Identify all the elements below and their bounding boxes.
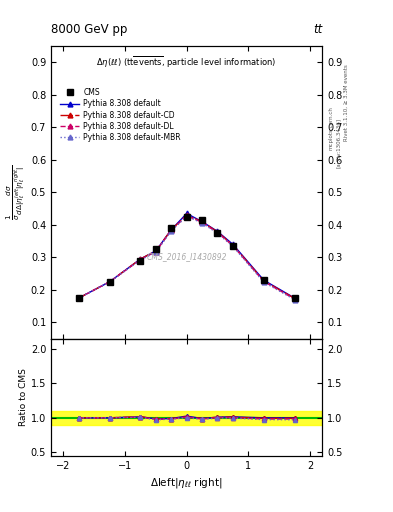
Text: CMS_2016_I1430892: CMS_2016_I1430892	[147, 252, 227, 261]
Text: $\Delta\eta(\ell\ell)$ (tt$\overline{\mathrm{events}}$, particle level informati: $\Delta\eta(\ell\ell)$ (tt$\overline{\ma…	[97, 55, 277, 70]
Text: mcplots.cern.ch: mcplots.cern.ch	[328, 106, 333, 150]
Y-axis label: Ratio to CMS: Ratio to CMS	[19, 368, 28, 426]
Text: Rivet 3.1.10, ≥ 3.3M events: Rivet 3.1.10, ≥ 3.3M events	[344, 64, 349, 141]
Y-axis label: $\frac{1}{\sigma}\frac{d\sigma}{d\Delta|\eta_\ell^{left}|\eta_\ell^{right}|}$: $\frac{1}{\sigma}\frac{d\sigma}{d\Delta|…	[4, 165, 27, 220]
X-axis label: $\Delta$left|$\eta_{\ell\ell}$ right|: $\Delta$left|$\eta_{\ell\ell}$ right|	[151, 476, 223, 490]
Text: 8000 GeV pp: 8000 GeV pp	[51, 23, 127, 36]
Legend: CMS, Pythia 8.308 default, Pythia 8.308 default-CD, Pythia 8.308 default-DL, Pyt: CMS, Pythia 8.308 default, Pythia 8.308 …	[61, 88, 181, 142]
Bar	[51, 411, 322, 424]
Text: tt: tt	[313, 23, 322, 36]
Text: [arXiv:1306.3436]: [arXiv:1306.3436]	[336, 118, 341, 168]
